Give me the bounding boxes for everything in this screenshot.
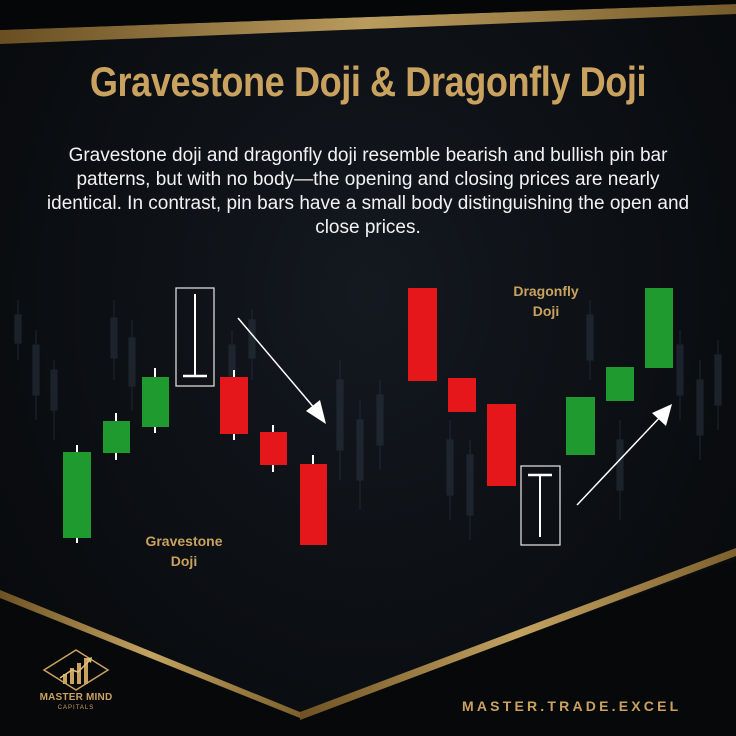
bearish-candle <box>487 404 516 486</box>
bearish-candle <box>300 455 327 545</box>
bullish-candle <box>63 445 91 543</box>
dragonfly-doji-label: Dragonfly Doji <box>488 281 604 321</box>
gravestone-pattern-group <box>63 287 327 545</box>
bullish-candle <box>142 368 169 433</box>
brand-logo: MASTER MIND CAPITALS <box>30 648 122 718</box>
bullish-candle <box>645 288 673 368</box>
logo-subtitle: CAPITALS <box>57 705 95 711</box>
bullish-candle <box>566 397 595 455</box>
dragonfly-doji-candle <box>520 465 561 546</box>
logo-chart-icon <box>42 649 110 691</box>
bearish-candle <box>408 288 437 381</box>
footer-handle: MASTER.TRADE.EXCEL <box>462 698 682 714</box>
bearish-candle <box>448 378 476 412</box>
gravestone-label-line2: Doji <box>170 553 198 569</box>
bearish-candle <box>220 370 248 440</box>
down-arrow <box>237 317 326 424</box>
gravestone-label-line1: Gravestone <box>145 533 223 549</box>
up-arrow <box>576 404 672 506</box>
gravestone-doji-label: Gravestone Doji <box>126 531 242 571</box>
description-text: Gravestone doji and dragonfly doji resem… <box>46 145 690 238</box>
bearish-candle <box>260 425 287 472</box>
gravestone-doji-candle <box>175 287 215 387</box>
logo-name: MASTER MIND <box>39 692 113 703</box>
dragonfly-label-line2: Doji <box>532 303 560 319</box>
bullish-candle <box>606 367 634 401</box>
page-title: Gravestone Doji & Dragonfly Doji <box>89 58 647 105</box>
dragonfly-label-line1: Dragonfly <box>513 283 579 299</box>
dragonfly-pattern-group <box>408 288 673 546</box>
bullish-candle <box>103 413 130 460</box>
